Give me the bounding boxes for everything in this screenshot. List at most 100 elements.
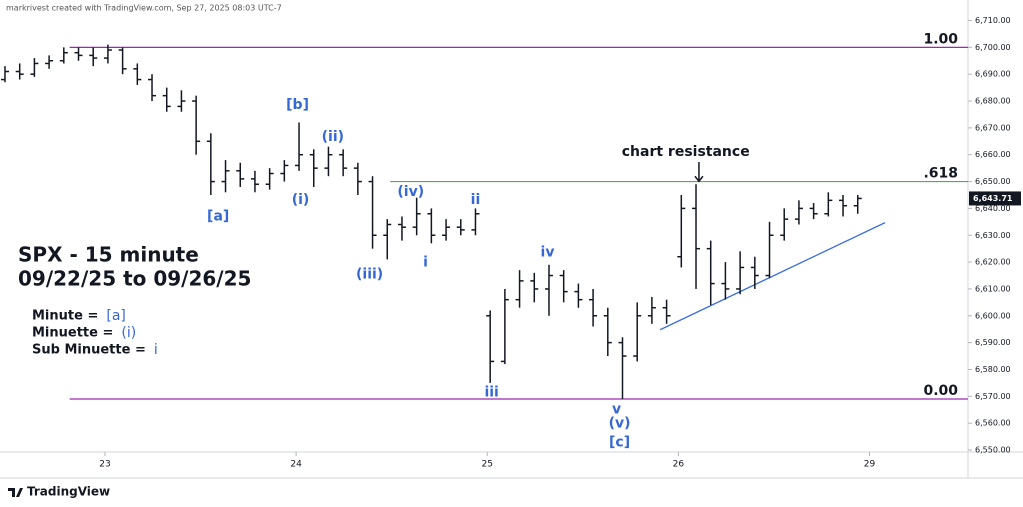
- last-price-box: [969, 191, 1021, 206]
- ohlc-bar: [133, 63, 142, 85]
- ohlc-bar: [118, 47, 127, 75]
- ohlc-bar: [442, 219, 451, 241]
- last-price-label: 6,643.71: [973, 194, 1013, 203]
- y-tick-label: 6,660.00: [975, 150, 1011, 159]
- ohlc-bar: [471, 208, 480, 236]
- ohlc-bar: [353, 162, 362, 195]
- y-tick-label: 6,610.00: [975, 284, 1011, 293]
- ohlc-bar: [736, 251, 745, 295]
- watermark: markrivest created with TradingView.com,…: [6, 4, 282, 13]
- chart-subtitle: 09/22/25 to 09/26/25: [18, 267, 251, 291]
- x-tick-label: 25: [482, 460, 493, 470]
- ohlc-bar: [59, 47, 68, 64]
- ohlc-bar: [206, 133, 215, 195]
- ohlc-bar: [103, 44, 112, 64]
- wave-label: (iv): [397, 184, 424, 200]
- y-tick-label: 6,620.00: [975, 258, 1011, 267]
- ohlc-bar: [339, 149, 348, 177]
- level-label: 0.00: [923, 383, 958, 399]
- chart-title: SPX - 15 minute: [18, 243, 199, 267]
- legend-text: Sub Minuette =: [32, 343, 146, 358]
- ohlc-bar: [618, 337, 627, 399]
- y-tick-label: 6,630.00: [975, 231, 1011, 240]
- ohlc-bar: [500, 288, 509, 365]
- wave-label: v: [612, 401, 621, 417]
- ohlc-bar: [192, 95, 201, 155]
- brand-name: TradingView: [27, 485, 110, 499]
- level-label: 1.00: [923, 31, 958, 47]
- ohlc-bar: [368, 176, 377, 249]
- ohlc-bar: [603, 307, 612, 357]
- legend-symbol: i: [154, 342, 158, 358]
- callout-label: chart resistance: [622, 144, 750, 160]
- y-tick-label: 6,710.00: [975, 16, 1011, 25]
- ohlc-bar: [397, 216, 406, 241]
- ohlc-bar: [148, 74, 157, 102]
- y-tick-label: 6,700.00: [975, 43, 1011, 52]
- brand-logo: TradingView: [8, 485, 110, 499]
- y-tick-label: 6,640.00: [975, 204, 1011, 213]
- ohlc-bar: [177, 90, 186, 112]
- legend-symbol: (i): [121, 325, 136, 341]
- ohlc-bar: [809, 203, 818, 220]
- ohlc-bar: [1, 66, 9, 83]
- ohlc-bar: [221, 160, 230, 193]
- ohlc-bar: [750, 256, 759, 289]
- ohlc-bar: [574, 283, 583, 308]
- ohlc-bar: [236, 162, 245, 187]
- ohlc-bar: [89, 47, 98, 67]
- ohlc-bar: [677, 194, 686, 268]
- wave-label: iii: [484, 385, 498, 401]
- y-tick-label: 6,550.00: [975, 446, 1011, 455]
- ohlc-bar: [530, 272, 539, 303]
- x-tick-label: 29: [864, 460, 876, 470]
- ohlc-bar: [794, 200, 803, 225]
- wave-label: (v): [609, 415, 631, 431]
- ohlc-bar: [633, 302, 642, 362]
- ohlc-bar: [427, 208, 436, 244]
- ohlc-bar: [589, 288, 598, 327]
- ohlc-bar: [780, 208, 789, 241]
- ohlc-bar: [309, 149, 318, 187]
- legend-text: Minute =: [32, 309, 98, 324]
- legend-text: Minuette =: [32, 326, 113, 341]
- legend-symbol: [a]: [106, 308, 126, 324]
- y-tick-label: 6,650.00: [975, 177, 1011, 186]
- wave-label: ii: [471, 192, 481, 208]
- ohlc-bar: [721, 262, 730, 300]
- wave-label: (i): [292, 192, 310, 208]
- ohlc-bar: [324, 146, 333, 177]
- y-tick-label: 6,560.00: [975, 419, 1011, 428]
- ohlc-bar: [250, 170, 259, 193]
- ohlc-bar: [295, 122, 304, 171]
- x-tick-label: 23: [99, 460, 110, 470]
- y-tick-label: 6,570.00: [975, 392, 1011, 401]
- ohlc-bar: [74, 47, 83, 61]
- ohlc-bar: [839, 194, 848, 217]
- ohlc-bar: [692, 184, 701, 289]
- ohlc-bar: [412, 197, 421, 236]
- x-tick-label: 26: [673, 460, 685, 470]
- callout-arrowhead: [694, 175, 704, 183]
- ohlc-bar: [647, 296, 656, 324]
- ohlc-bar: [280, 160, 289, 182]
- wave-label: (iii): [356, 267, 383, 283]
- wave-label: iv: [541, 245, 555, 261]
- trendline: [659, 222, 886, 331]
- ohlc-bar: [544, 264, 553, 316]
- ohlc-bar: [515, 270, 524, 308]
- ohlc-bar: [15, 63, 24, 80]
- ohlc-bar: [383, 219, 392, 260]
- y-tick-label: 6,580.00: [975, 365, 1011, 374]
- ohlc-bar: [456, 219, 465, 236]
- ohlc-bar: [765, 221, 774, 279]
- ohlc-bar: [45, 55, 54, 69]
- ohlc-bar: [853, 194, 862, 214]
- y-tick-label: 6,690.00: [975, 70, 1011, 79]
- ohlc-bar: [265, 168, 274, 190]
- brand-icon: [8, 488, 23, 497]
- ohlc-bar: [30, 58, 39, 77]
- wave-label: (ii): [322, 129, 344, 145]
